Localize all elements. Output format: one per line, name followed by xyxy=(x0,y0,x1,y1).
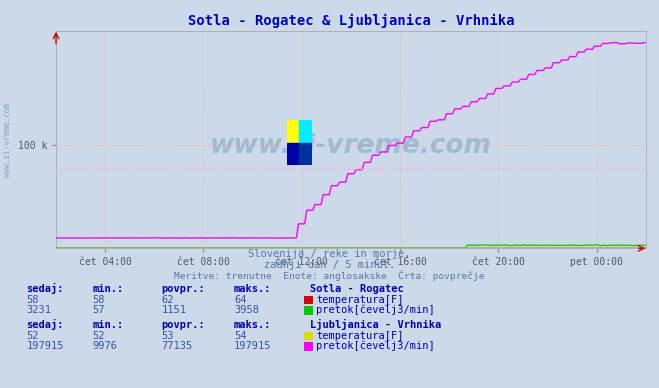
Text: sedaj:: sedaj: xyxy=(26,283,64,294)
Bar xyxy=(287,120,299,143)
Text: pretok[čevelj3/min]: pretok[čevelj3/min] xyxy=(316,341,435,351)
Bar xyxy=(299,143,312,165)
Bar xyxy=(287,143,299,165)
Text: 62: 62 xyxy=(161,294,174,305)
Bar xyxy=(299,120,312,143)
Text: www.si-vreme.com: www.si-vreme.com xyxy=(3,103,13,177)
Text: 52: 52 xyxy=(26,331,39,341)
Text: 53: 53 xyxy=(161,331,174,341)
Text: 3958: 3958 xyxy=(234,305,259,315)
Text: 77135: 77135 xyxy=(161,341,192,351)
Text: temperatura[F]: temperatura[F] xyxy=(316,294,404,305)
Text: maks.:: maks.: xyxy=(234,284,272,294)
Text: www.si-vreme.com: www.si-vreme.com xyxy=(210,133,492,159)
Text: sedaj:: sedaj: xyxy=(26,319,64,330)
Text: Meritve: trenutne  Enote: anglosakske  Črta: povprečje: Meritve: trenutne Enote: anglosakske Črt… xyxy=(174,270,485,281)
Text: 9976: 9976 xyxy=(92,341,117,351)
Text: min.:: min.: xyxy=(92,320,123,330)
Text: 3231: 3231 xyxy=(26,305,51,315)
Text: 52: 52 xyxy=(92,331,105,341)
Text: 64: 64 xyxy=(234,294,246,305)
Title: Sotla - Rogatec & Ljubljanica - Vrhnika: Sotla - Rogatec & Ljubljanica - Vrhnika xyxy=(188,14,514,28)
Text: 197915: 197915 xyxy=(234,341,272,351)
Text: maks.:: maks.: xyxy=(234,320,272,330)
Text: 58: 58 xyxy=(26,294,39,305)
Text: min.:: min.: xyxy=(92,284,123,294)
Text: pretok[čevelj3/min]: pretok[čevelj3/min] xyxy=(316,305,435,315)
Text: 54: 54 xyxy=(234,331,246,341)
Text: Slovenija / reke in morje.: Slovenija / reke in morje. xyxy=(248,249,411,259)
Text: Ljubljanica - Vrhnika: Ljubljanica - Vrhnika xyxy=(310,319,441,330)
Text: temperatura[F]: temperatura[F] xyxy=(316,331,404,341)
Text: 197915: 197915 xyxy=(26,341,64,351)
Text: 58: 58 xyxy=(92,294,105,305)
Text: 1151: 1151 xyxy=(161,305,186,315)
Text: Sotla - Rogatec: Sotla - Rogatec xyxy=(310,284,403,294)
Text: povpr.:: povpr.: xyxy=(161,320,205,330)
Text: povpr.:: povpr.: xyxy=(161,284,205,294)
Text: zadnji dan / 5 minut.: zadnji dan / 5 minut. xyxy=(264,260,395,270)
Text: 57: 57 xyxy=(92,305,105,315)
